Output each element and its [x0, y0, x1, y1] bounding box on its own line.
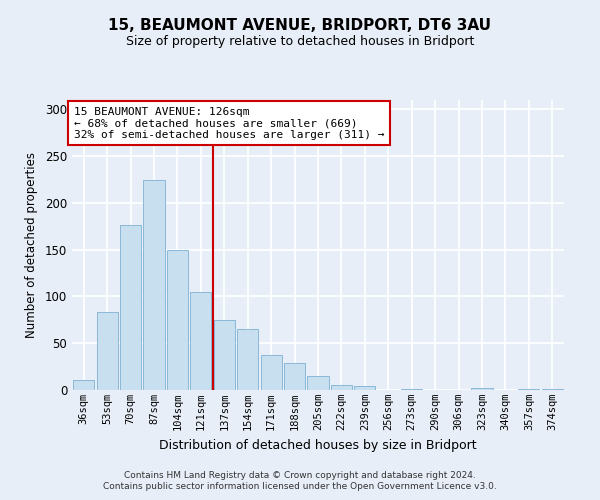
Bar	[143, 180, 164, 390]
Text: Contains public sector information licensed under the Open Government Licence v3: Contains public sector information licen…	[103, 482, 497, 491]
X-axis label: Distribution of detached houses by size in Bridport: Distribution of detached houses by size …	[159, 438, 477, 452]
Y-axis label: Number of detached properties: Number of detached properties	[25, 152, 38, 338]
Bar	[167, 250, 188, 390]
Bar	[260, 356, 281, 390]
Bar	[518, 389, 539, 390]
Bar	[190, 292, 211, 390]
Bar	[120, 226, 141, 390]
Bar	[73, 380, 94, 390]
Bar	[472, 388, 493, 390]
Bar	[331, 386, 352, 390]
Bar	[97, 312, 118, 390]
Text: 15 BEAUMONT AVENUE: 126sqm
← 68% of detached houses are smaller (669)
32% of sem: 15 BEAUMONT AVENUE: 126sqm ← 68% of deta…	[74, 106, 385, 140]
Bar	[542, 389, 563, 390]
Text: Contains HM Land Registry data © Crown copyright and database right 2024.: Contains HM Land Registry data © Crown c…	[124, 471, 476, 480]
Bar	[401, 389, 422, 390]
Bar	[284, 363, 305, 390]
Text: Size of property relative to detached houses in Bridport: Size of property relative to detached ho…	[126, 35, 474, 48]
Bar	[307, 376, 329, 390]
Bar	[214, 320, 235, 390]
Bar	[355, 386, 376, 390]
Text: 15, BEAUMONT AVENUE, BRIDPORT, DT6 3AU: 15, BEAUMONT AVENUE, BRIDPORT, DT6 3AU	[109, 18, 491, 32]
Bar	[237, 329, 258, 390]
